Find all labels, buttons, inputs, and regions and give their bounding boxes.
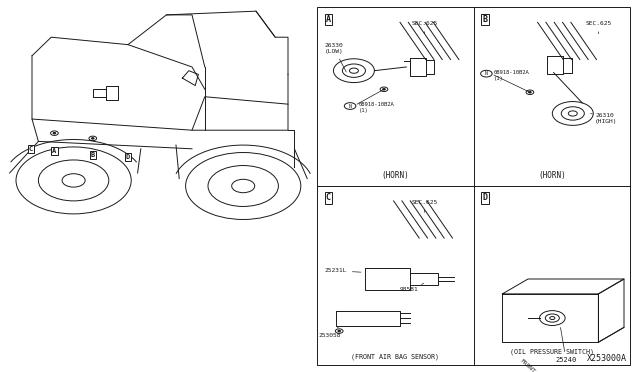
Text: 26310
(HIGH): 26310 (HIGH): [591, 113, 618, 124]
Circle shape: [335, 329, 343, 333]
Circle shape: [38, 160, 109, 201]
Circle shape: [529, 92, 531, 93]
Circle shape: [53, 132, 56, 134]
Text: X253000A: X253000A: [588, 354, 627, 363]
Text: (OIL PRESSURE SWITCH): (OIL PRESSURE SWITCH): [510, 349, 594, 355]
Circle shape: [92, 138, 94, 139]
Text: (FRONT AIR BAG SENSOR): (FRONT AIR BAG SENSOR): [351, 354, 439, 360]
Circle shape: [62, 174, 85, 187]
Text: 08918-10B2A
(1): 08918-10B2A (1): [494, 70, 530, 81]
Circle shape: [344, 103, 356, 109]
Text: C: C: [326, 193, 331, 202]
Text: 26330
(LOW): 26330 (LOW): [324, 43, 346, 72]
Circle shape: [208, 166, 278, 206]
Text: 98581: 98581: [400, 283, 424, 292]
Circle shape: [526, 90, 534, 94]
Circle shape: [186, 153, 301, 219]
Text: 25231L: 25231L: [324, 268, 361, 273]
Text: 08918-10B2A
(1): 08918-10B2A (1): [358, 102, 394, 113]
Bar: [317, 7, 630, 365]
Text: SEC.625: SEC.625: [412, 21, 438, 34]
Text: (HORN): (HORN): [381, 171, 409, 180]
Circle shape: [51, 131, 58, 135]
Circle shape: [333, 59, 374, 83]
Circle shape: [342, 64, 365, 77]
Circle shape: [545, 314, 559, 322]
Text: A: A: [52, 148, 56, 154]
Circle shape: [481, 70, 492, 77]
Circle shape: [16, 147, 131, 214]
Text: B: B: [483, 15, 488, 24]
Text: FRONT: FRONT: [518, 357, 536, 372]
Text: (HORN): (HORN): [538, 171, 566, 180]
Text: N: N: [485, 71, 488, 76]
Text: D: D: [126, 154, 130, 160]
Circle shape: [349, 68, 358, 73]
Circle shape: [552, 102, 593, 125]
Text: C: C: [29, 146, 33, 152]
Circle shape: [550, 317, 555, 320]
Circle shape: [380, 87, 388, 92]
Text: 253058: 253058: [319, 326, 341, 338]
Circle shape: [568, 111, 577, 116]
Text: 25240: 25240: [556, 327, 577, 363]
Text: D: D: [483, 193, 488, 202]
Circle shape: [89, 136, 97, 141]
Text: SEC.625: SEC.625: [586, 21, 612, 34]
Circle shape: [540, 311, 565, 326]
Circle shape: [232, 179, 255, 193]
Circle shape: [338, 330, 340, 332]
Text: B: B: [91, 152, 95, 158]
Circle shape: [383, 89, 385, 90]
Text: N: N: [349, 103, 351, 109]
Text: A: A: [326, 15, 331, 24]
Text: SEC.625: SEC.625: [412, 200, 438, 212]
Circle shape: [561, 107, 584, 120]
